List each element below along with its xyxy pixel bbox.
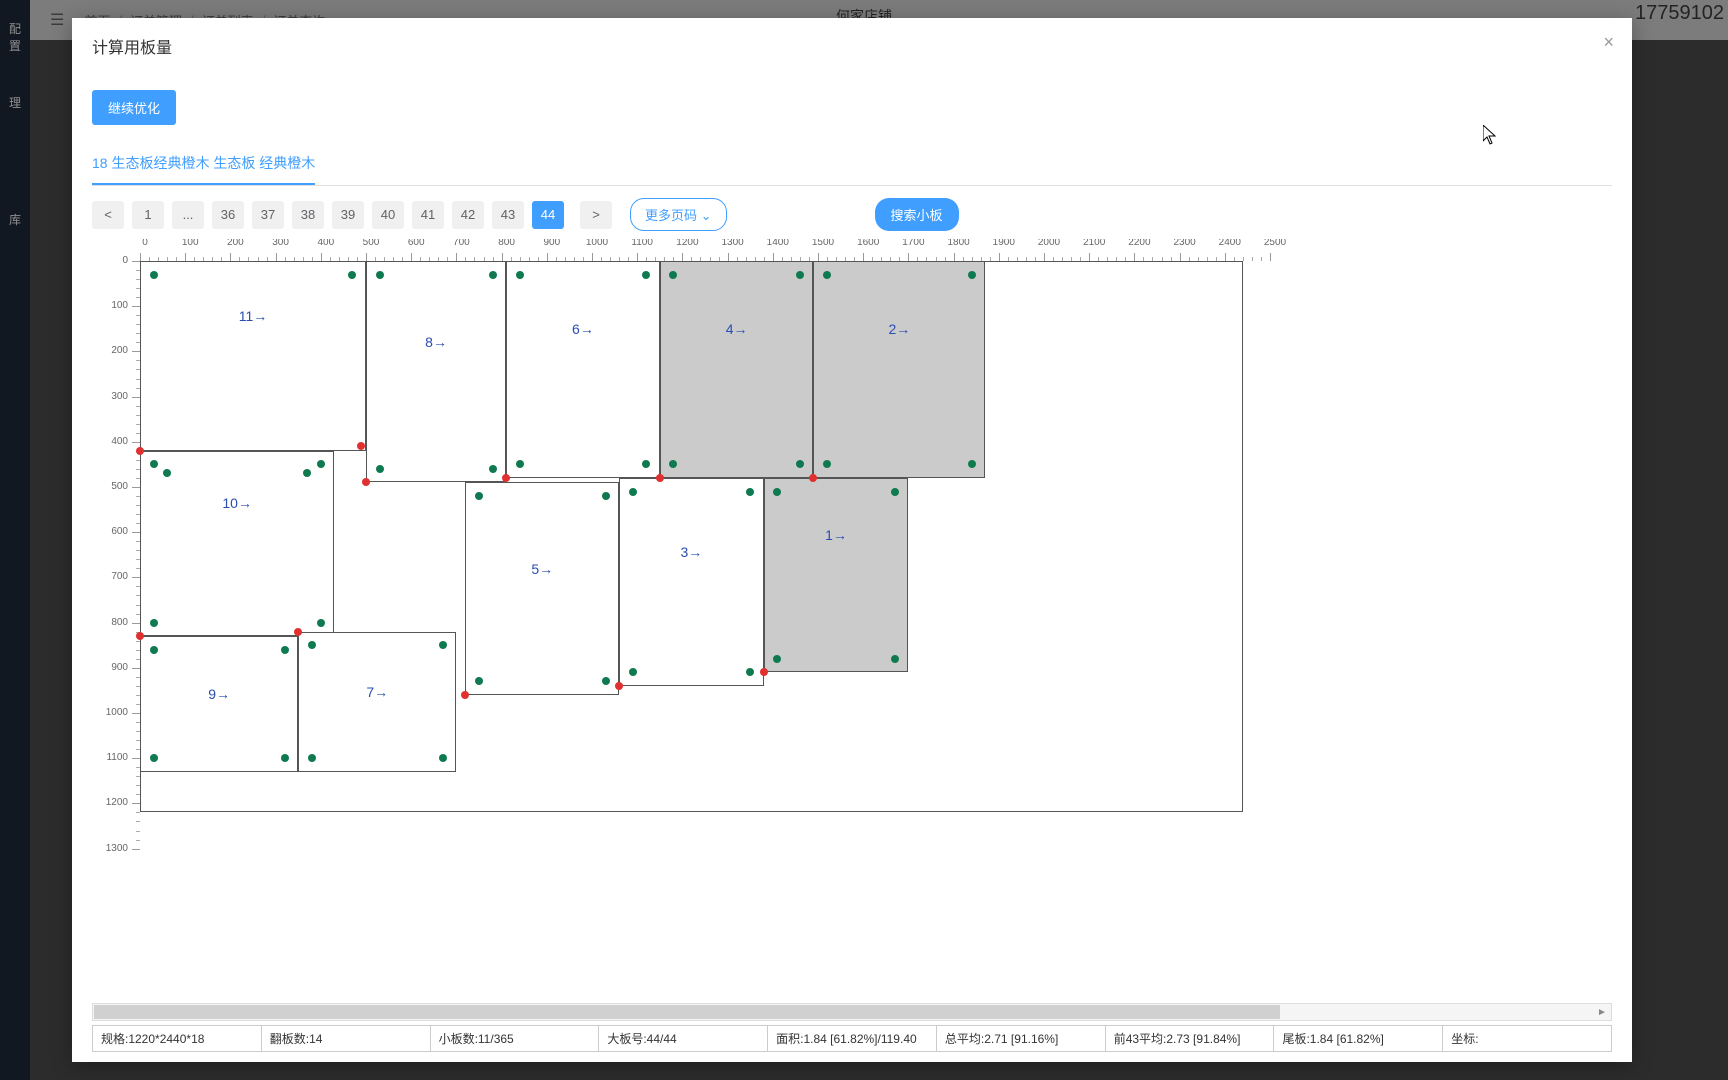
page-43[interactable]: 43 xyxy=(492,201,524,229)
origin-dot xyxy=(656,474,664,482)
hole-dot xyxy=(308,754,316,762)
page-44[interactable]: 44 xyxy=(532,201,564,229)
panel-label: 5→ xyxy=(531,561,553,577)
panel-label: 1→ xyxy=(825,527,847,543)
panel-11[interactable]: 11→ xyxy=(140,261,366,451)
hole-dot xyxy=(150,460,158,468)
hole-dot xyxy=(629,668,637,676)
hole-dot xyxy=(308,641,316,649)
horizontal-scrollbar[interactable]: ◄ ► xyxy=(92,1003,1612,1021)
hole-dot xyxy=(317,619,325,627)
status-flip: 翻板数:14 xyxy=(262,1026,431,1051)
hole-dot xyxy=(746,488,754,496)
panel-label: 9→ xyxy=(208,686,230,702)
hole-dot xyxy=(669,271,677,279)
status-avg-total: 总平均:2.71 [91.16%] xyxy=(937,1026,1106,1051)
panel-2[interactable]: 2→ xyxy=(813,261,985,478)
modal: 计算用板量 × 继续优化 18 生态板经典橙木 生态板 经典橙木 < 1 ...… xyxy=(72,18,1632,1062)
scrollbar-thumb[interactable] xyxy=(94,1005,1280,1019)
page-next[interactable]: > xyxy=(580,201,612,229)
page-42[interactable]: 42 xyxy=(452,201,484,229)
panel-label: 3→ xyxy=(681,544,703,560)
hole-dot xyxy=(602,677,610,685)
panel-label: 4→ xyxy=(726,321,748,337)
origin-dot xyxy=(615,682,623,690)
hole-dot xyxy=(475,492,483,500)
panel-8[interactable]: 8→ xyxy=(366,261,506,482)
more-pages-button[interactable]: 更多页码 xyxy=(630,198,727,231)
status-bar: 规格:1220*2440*18 翻板数:14 小板数:11/365 大板号:44… xyxy=(92,1025,1612,1052)
hole-dot xyxy=(629,488,637,496)
hole-dot xyxy=(796,271,804,279)
status-avg-prev: 前43平均:2.73 [91.84%] xyxy=(1106,1026,1275,1051)
hole-dot xyxy=(439,641,447,649)
panel-label: 10→ xyxy=(222,495,252,511)
origin-dot xyxy=(136,447,144,455)
page-36[interactable]: 36 xyxy=(212,201,244,229)
page-39[interactable]: 39 xyxy=(332,201,364,229)
hole-dot xyxy=(968,271,976,279)
hole-dot xyxy=(823,271,831,279)
status-coord: 坐标: xyxy=(1443,1026,1611,1051)
hole-dot xyxy=(150,754,158,762)
ruler-horizontal: 0100200300400500600700800900100011001200… xyxy=(140,239,1612,261)
hole-dot xyxy=(281,754,289,762)
hole-dot xyxy=(376,465,384,473)
hole-dot xyxy=(773,488,781,496)
status-tail: 尾板:1.84 [61.82%] xyxy=(1274,1026,1443,1051)
panel-9[interactable]: 9→ xyxy=(140,636,298,772)
page-40[interactable]: 40 xyxy=(372,201,404,229)
panel-10[interactable]: 10→ xyxy=(140,451,334,636)
modal-title: 计算用板量 xyxy=(92,40,172,57)
hole-dot xyxy=(150,271,158,279)
page-41[interactable]: 41 xyxy=(412,201,444,229)
page-ellipsis: ... xyxy=(172,201,204,229)
hole-dot xyxy=(150,646,158,654)
origin-dot xyxy=(294,628,302,636)
panel-3[interactable]: 3→ xyxy=(619,478,764,686)
page-37[interactable]: 37 xyxy=(252,201,284,229)
hole-dot xyxy=(602,492,610,500)
panel-label: 2→ xyxy=(888,321,910,337)
page-38[interactable]: 38 xyxy=(292,201,324,229)
hole-dot xyxy=(516,271,524,279)
hole-dot xyxy=(348,271,356,279)
close-icon[interactable]: × xyxy=(1603,32,1614,53)
page-prev[interactable]: < xyxy=(92,201,124,229)
panel-1[interactable]: 1→ xyxy=(764,478,909,672)
hole-dot xyxy=(891,488,899,496)
search-small-button[interactable]: 搜索小板 xyxy=(875,198,959,231)
status-small: 小板数:11/365 xyxy=(431,1026,600,1051)
hole-dot xyxy=(281,646,289,654)
panel-4[interactable]: 4→ xyxy=(660,261,814,478)
panel-label: 6→ xyxy=(572,321,594,337)
hole-dot xyxy=(439,754,447,762)
hole-dot xyxy=(891,655,899,663)
panel-label: 8→ xyxy=(425,334,447,350)
hole-dot xyxy=(150,619,158,627)
controls-row: < 1 ... 36 37 38 39 40 41 42 43 44 > 更多页码 搜索小板 xyxy=(92,198,1612,231)
status-area: 面积:1.84 [61.82%]/119.40 xyxy=(768,1026,937,1051)
hole-dot xyxy=(489,465,497,473)
optimize-button[interactable]: 继续优化 xyxy=(92,90,176,125)
layout-canvas: 11→ 8→ 6→ 4→ 2→ 10→ 5→ 3→ 1→ 9→ 7→ xyxy=(140,261,1612,999)
modal-header: 计算用板量 × xyxy=(72,18,1632,74)
tab-bar: 18 生态板经典橙木 生态板 经典橙木 xyxy=(92,145,1612,186)
tab-material[interactable]: 18 生态板经典橙木 生态板 经典橙木 xyxy=(92,145,315,185)
panel-label: 7→ xyxy=(366,684,388,700)
hole-dot xyxy=(376,271,384,279)
panel-5[interactable]: 5→ xyxy=(465,482,619,694)
ruler-vertical: 0100200300400500600700800900100011001200… xyxy=(92,261,140,999)
panel-6[interactable]: 6→ xyxy=(506,261,660,478)
scroll-right-icon[interactable]: ► xyxy=(1593,1004,1611,1020)
status-spec: 规格:1220*2440*18 xyxy=(93,1026,262,1051)
hole-dot xyxy=(489,271,497,279)
page-first[interactable]: 1 xyxy=(132,201,164,229)
panel-7[interactable]: 7→ xyxy=(298,632,456,772)
hole-dot xyxy=(642,271,650,279)
diagram: 0100200300400500600700800900100011001200… xyxy=(92,239,1612,999)
panel-label: 11→ xyxy=(239,308,268,324)
status-big: 大板号:44/44 xyxy=(599,1026,768,1051)
